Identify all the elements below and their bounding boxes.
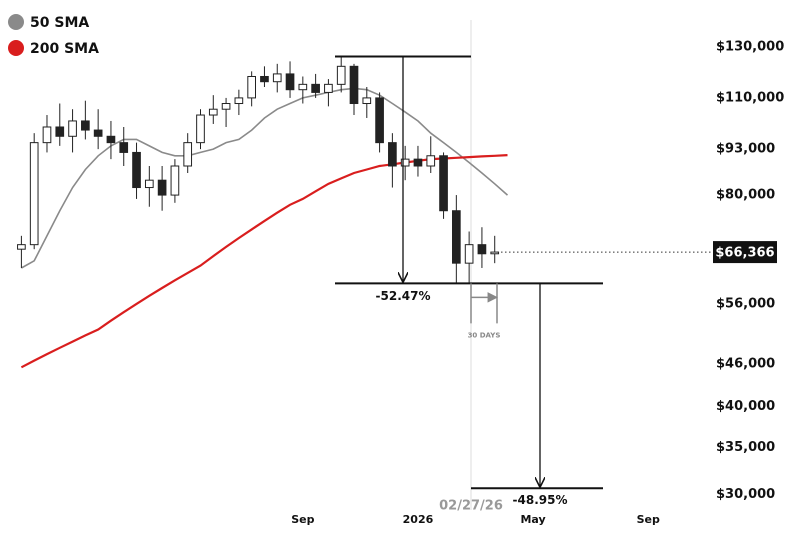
candle-body <box>17 244 26 250</box>
candle-body <box>362 97 372 105</box>
y-tick-label: $40,000 <box>716 399 775 414</box>
candle-body <box>144 179 154 189</box>
candle-body <box>157 179 167 196</box>
y-tick-label: $93,000 <box>716 142 775 157</box>
x-tick-label: Sep <box>637 513 660 526</box>
candle-body <box>311 83 320 93</box>
candle-body <box>183 142 193 167</box>
duration-label: 30 DAYS <box>468 331 501 339</box>
x-tick-label: May <box>520 513 545 526</box>
y-tick-label: $110,000 <box>716 90 784 105</box>
sma-line <box>20 154 508 369</box>
candle-body <box>29 142 39 246</box>
candle-body <box>285 73 295 91</box>
candle-body <box>413 158 423 167</box>
candle-body <box>298 83 308 91</box>
candle-body <box>324 83 333 93</box>
x-tick-label: 2026 <box>403 513 434 526</box>
candle-body <box>55 126 65 137</box>
candle-body <box>68 120 77 137</box>
candle-body <box>375 97 384 144</box>
candle-body <box>93 129 103 137</box>
candle-body <box>221 103 231 110</box>
x-tick-label: Sep <box>291 513 314 526</box>
candle-body <box>477 244 487 255</box>
candle-body <box>452 210 461 264</box>
candle-body <box>42 126 52 144</box>
candle-body <box>336 65 346 85</box>
candle-body <box>132 151 141 189</box>
drawdown-label: -48.95% <box>513 493 568 507</box>
candle-body <box>81 120 90 131</box>
candle-body <box>464 244 474 264</box>
candle-body <box>388 142 397 167</box>
candle-body <box>106 135 116 144</box>
last-price-box <box>713 241 777 264</box>
y-tick-label: $46,000 <box>716 356 775 371</box>
y-tick-label: $130,000 <box>716 39 784 54</box>
drawdown-label: -52.47% <box>376 289 431 303</box>
candle-body <box>490 251 500 255</box>
legend-label: 50 SMA <box>30 15 89 31</box>
y-tick-label: $30,000 <box>716 487 775 502</box>
candle-body <box>208 108 218 116</box>
y-tick-label: $56,000 <box>716 296 775 311</box>
candle-body <box>439 155 448 212</box>
y-tick-label: $35,000 <box>716 440 775 455</box>
candle-body <box>196 114 205 144</box>
date-marker-label: 02/27/26 <box>439 499 503 514</box>
candle-body <box>119 142 129 153</box>
candle-body <box>170 165 180 196</box>
last-price-label: $66,366 <box>715 246 774 261</box>
candle-body <box>247 75 256 99</box>
sma-line <box>21 87 509 269</box>
candle-body <box>426 155 436 167</box>
legend-label: 200 SMA <box>30 41 99 57</box>
candle-body <box>260 75 269 83</box>
candle-body <box>400 158 410 167</box>
candle-body <box>349 65 359 105</box>
y-tick-label: $80,000 <box>716 188 775 203</box>
legend-swatch <box>8 40 24 56</box>
legend-swatch <box>8 14 24 30</box>
candle-body <box>234 97 244 105</box>
candle-body <box>272 73 282 83</box>
